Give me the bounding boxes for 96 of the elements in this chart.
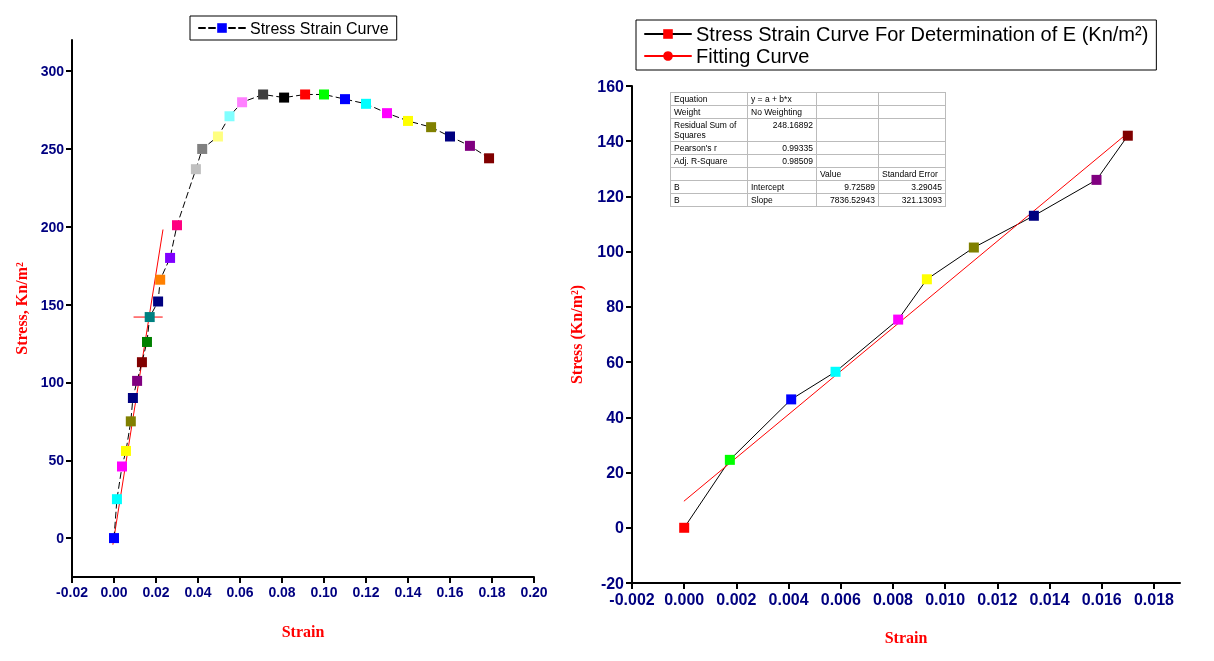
y-tick-label: 140 <box>597 132 625 150</box>
point <box>153 296 164 307</box>
point <box>165 252 176 263</box>
y-tick-label: 80 <box>606 298 625 316</box>
point <box>172 220 182 231</box>
x-tick-label: 0.10 <box>310 584 338 600</box>
point <box>300 89 311 100</box>
point <box>109 533 119 544</box>
point <box>679 522 690 533</box>
point <box>127 393 138 403</box>
point <box>120 445 131 456</box>
x-tick-label: 0.16 <box>436 584 464 600</box>
x-tick-label: 0.014 <box>1029 590 1070 608</box>
point <box>258 89 269 100</box>
x-tick-label: -0.002 <box>609 590 655 608</box>
point <box>197 143 208 154</box>
y-tick-label: 100 <box>597 243 625 261</box>
x-tick-label: 0.004 <box>768 590 809 608</box>
y-tick-label: 40 <box>606 408 625 426</box>
point <box>382 108 392 119</box>
x-tick-label: 0.012 <box>977 590 1018 608</box>
x-tick-label: 0.00 <box>100 584 128 600</box>
y-tick-label: 300 <box>40 63 65 80</box>
text: B Slope 7836.52943 321.13093 <box>674 195 942 205</box>
point <box>724 454 735 465</box>
text: Adj. R-Square 0.98509 <box>674 156 813 166</box>
point <box>893 314 904 325</box>
y-tick-label: 150 <box>40 296 65 313</box>
legend-label: Fitting Curve <box>696 45 810 67</box>
y-tick-label: 200 <box>40 218 65 235</box>
x-tick-label: 0.018 <box>1133 590 1175 608</box>
x-axis-title: Strain <box>884 628 928 646</box>
text: Equation y = a + b*x <box>674 94 792 104</box>
point <box>464 140 475 151</box>
y-tick-label: -20 <box>600 574 625 592</box>
point <box>484 153 495 164</box>
y-tick-label: 120 <box>597 187 625 205</box>
x-tick-label: 0.006 <box>820 590 861 608</box>
y-tick-label: 250 <box>40 140 65 157</box>
point <box>224 111 235 122</box>
point <box>212 131 223 142</box>
x-tick-label: 0.008 <box>872 590 914 608</box>
x-tick-label: 0.000 <box>664 590 705 608</box>
text: Value Standard Error <box>820 169 938 179</box>
y-tick-label: 0 <box>56 530 65 547</box>
legend-label: Stress Strain Curve For Determination of E (Kn/m²) <box>696 23 1149 45</box>
x-tick-label: 0.002 <box>716 590 757 608</box>
y-tick-label: 160 <box>597 77 625 95</box>
point <box>1122 130 1133 141</box>
text: Pearson's r 0.99335 <box>674 143 813 153</box>
y-axis-title: Stress, Kn/m² <box>13 262 31 355</box>
point <box>340 94 350 105</box>
text: Weight No Weighting <box>674 107 802 117</box>
point <box>111 494 122 505</box>
point <box>319 89 329 100</box>
x-tick-label: 0.08 <box>268 584 296 600</box>
point <box>403 115 413 126</box>
point <box>786 394 797 405</box>
y-tick-label: 0 <box>615 519 625 537</box>
point <box>141 336 152 347</box>
x-tick-label: -0.02 <box>56 584 89 600</box>
y-tick-label: 50 <box>48 452 65 469</box>
text: Residual Sum of Squares 248.16892 <box>674 120 813 140</box>
point <box>445 131 455 142</box>
point <box>136 357 147 368</box>
x-tick-label: 0.18 <box>478 584 506 600</box>
point <box>279 92 290 103</box>
y-axis-title: Stress (Kn/m²) <box>567 284 586 385</box>
point <box>361 98 371 109</box>
point <box>426 122 437 133</box>
point <box>1028 210 1039 221</box>
x-tick-label: 0.04 <box>184 584 212 600</box>
x-tick-label: 0.12 <box>352 584 380 600</box>
text: B Intercept 9.72589 3.29045 <box>674 182 942 192</box>
legend-label: Stress Strain Curve <box>250 19 389 37</box>
x-tick-label: 0.010 <box>925 590 966 608</box>
x-axis-title: Strain <box>281 622 325 640</box>
y-tick-label: 100 <box>40 374 65 391</box>
point <box>155 274 166 285</box>
point <box>116 461 127 472</box>
x-tick-label: 0.02 <box>142 584 170 600</box>
x-tick-label: 0.20 <box>520 584 548 600</box>
point <box>125 416 136 427</box>
point <box>921 274 932 285</box>
x-tick-label: 0.14 <box>394 584 422 600</box>
y-tick-label: 60 <box>606 353 625 371</box>
x-tick-label: 0.016 <box>1081 590 1122 608</box>
point <box>830 366 841 377</box>
point <box>1091 174 1102 185</box>
point <box>190 164 201 175</box>
point <box>132 375 143 386</box>
y-tick-label: 20 <box>606 464 625 482</box>
point <box>968 242 979 253</box>
point <box>144 312 155 323</box>
x-tick-label: 0.06 <box>226 584 254 600</box>
point <box>237 97 248 108</box>
